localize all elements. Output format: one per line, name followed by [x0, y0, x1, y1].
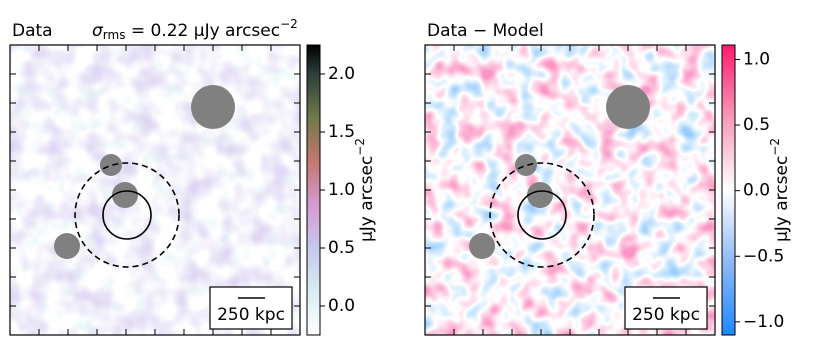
- aperture-outer: [489, 162, 595, 268]
- colorbar-tick-label: 1.0: [328, 180, 355, 200]
- mask: [527, 182, 553, 208]
- mask: [469, 233, 495, 259]
- scale-bar-box: [209, 286, 293, 330]
- colorbar: [721, 44, 736, 336]
- scale-bar-box: [624, 286, 708, 330]
- annotation-superscript: −2: [280, 17, 298, 31]
- colorbar-label: μJy arcsec−2: [768, 138, 793, 242]
- colorbar-label-text: μJy arcsec: [357, 156, 377, 242]
- mask: [112, 182, 138, 208]
- colorbar-tick-label: 1.5: [328, 122, 355, 142]
- colorbar: [306, 44, 321, 336]
- annotation-subscript: rms: [103, 28, 126, 42]
- mask: [100, 154, 122, 176]
- colorbar-tick-label: 0.0: [743, 181, 770, 201]
- aperture-outer: [74, 162, 180, 268]
- mask: [515, 154, 537, 176]
- panel-title: Data − Model: [427, 21, 544, 41]
- annotation: σrms = 0.22 μJy arcsec−2: [92, 17, 298, 42]
- colorbar-label-superscript: −2: [768, 138, 782, 156]
- annotation-symbol: σ: [92, 21, 104, 41]
- colorbar-tick-label: 0.5: [743, 115, 770, 135]
- aperture-inner: [517, 190, 567, 240]
- colorbar-tick-label: 1.0: [743, 49, 770, 69]
- colorbar-tick-label: 2.0: [328, 64, 355, 84]
- colorbar-tick-label: −0.5: [743, 246, 784, 266]
- panel-title: Data: [12, 21, 53, 41]
- colorbar-tick-label: 0.0: [328, 296, 355, 316]
- colorbar-label-superscript: −2: [353, 138, 367, 156]
- scale-bar-label: 250 kpc: [632, 305, 700, 325]
- mask: [54, 233, 80, 259]
- colorbar-tick-label: −1.0: [743, 312, 784, 332]
- mask: [191, 85, 235, 129]
- annotation-text: = 0.22 μJy arcsec: [125, 21, 280, 41]
- scale-bar-label: 250 kpc: [217, 305, 285, 325]
- colorbar-label-text: μJy arcsec: [772, 156, 792, 242]
- mask: [606, 85, 650, 129]
- aperture-inner: [102, 190, 152, 240]
- colorbar-label: μJy arcsec−2: [353, 138, 378, 242]
- colorbar-tick-label: 0.5: [328, 238, 355, 258]
